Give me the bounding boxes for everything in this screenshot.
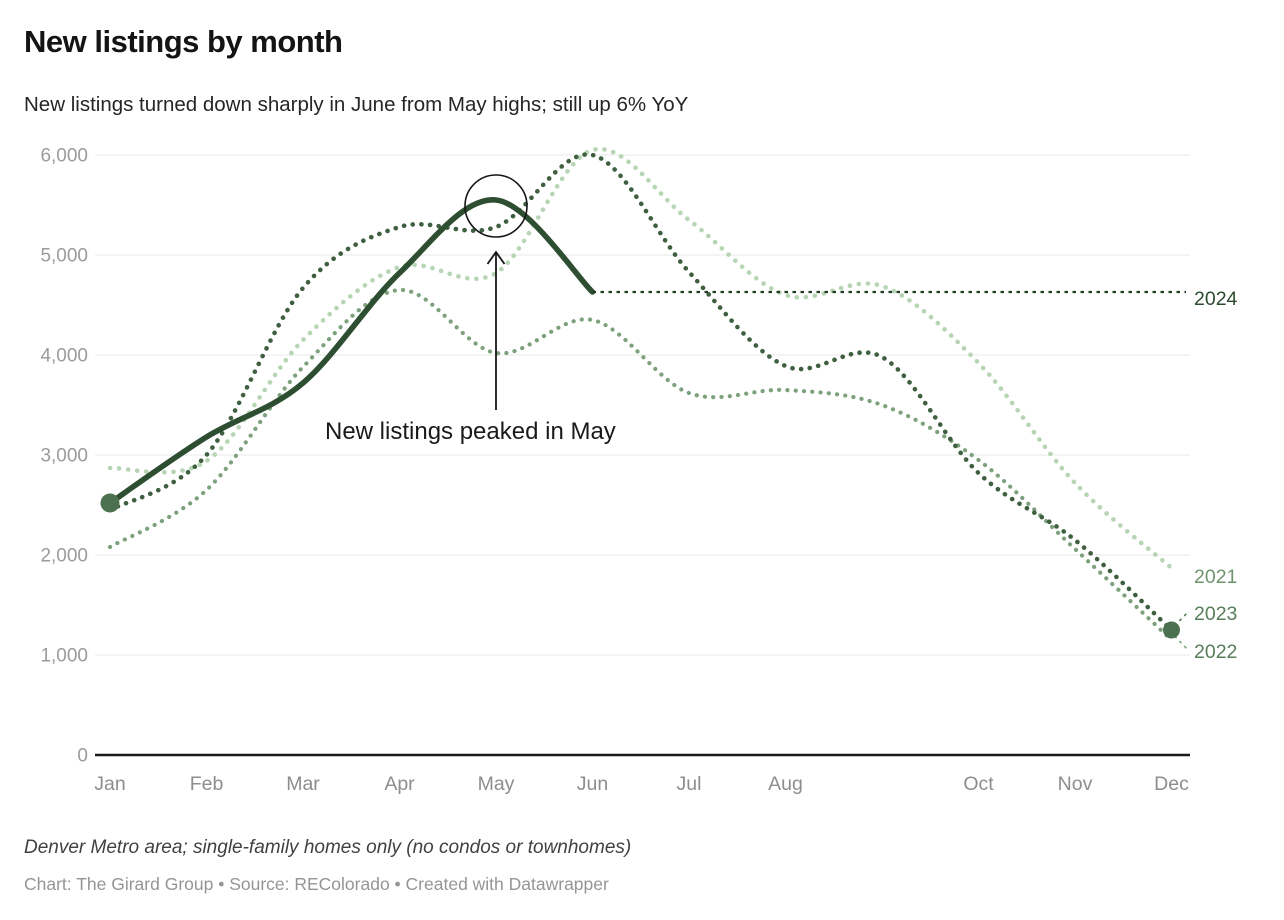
x-tick-label-Jan: Jan: [94, 773, 125, 795]
y-tick-label: 1,000: [40, 646, 88, 667]
end-marker-2023: [1163, 621, 1180, 639]
x-tick-label-Feb: Feb: [190, 773, 224, 795]
x-tick-label-Dec: Dec: [1154, 773, 1189, 795]
start-marker-2024: [100, 493, 120, 513]
x-tick-label-Apr: Apr: [384, 773, 415, 795]
x-tick-label-Nov: Nov: [1058, 773, 1093, 795]
annotation-peaked-in-may: New listings peaked in May: [325, 418, 616, 445]
x-tick-label-Jun: Jun: [577, 773, 608, 795]
x-tick-label-Jul: Jul: [677, 773, 702, 795]
series-line-2021: [107, 146, 1174, 571]
annotation-circle: [464, 174, 528, 238]
y-tick-label: 3,000: [40, 446, 88, 467]
page-title: New listings by month: [24, 24, 343, 59]
y-tick-label: 2,000: [40, 546, 88, 567]
series-label-2024: 2024: [1194, 288, 1238, 310]
series-line-2023: [107, 152, 1174, 633]
y-tick-label: 6,000: [40, 146, 88, 167]
y-tick-label: 5,000: [40, 246, 88, 267]
source-credit: Chart: The Girard Group • Source: REColo…: [24, 874, 609, 894]
x-tick-label-May: May: [478, 773, 515, 795]
series-label-2022: 2022: [1194, 641, 1238, 663]
series-line-2022: [107, 287, 1174, 643]
series-label-2023: 2023: [1194, 603, 1238, 625]
x-tick-label-Aug: Aug: [768, 773, 803, 795]
footnote: Denver Metro area; single-family homes o…: [24, 837, 632, 858]
page-subtitle: New listings turned down sharply in June…: [24, 93, 689, 116]
annotation-arrowhead: [486, 250, 506, 265]
series-line-2024: [107, 197, 596, 506]
x-tick-label-Mar: Mar: [286, 773, 320, 795]
y-tick-label: 0: [77, 746, 88, 767]
line-chart: 0 1,000 2,000 3,000 4,000 5,000 6,000 Jan Feb Mar…: [40, 146, 1190, 795]
label-connector-2023: [1173, 611, 1189, 627]
series-label-2021: 2021: [1194, 566, 1238, 588]
x-tick-label-Oct: Oct: [963, 773, 994, 795]
label-connector-2022: [1173, 635, 1189, 651]
y-tick-label: 4,000: [40, 346, 88, 367]
